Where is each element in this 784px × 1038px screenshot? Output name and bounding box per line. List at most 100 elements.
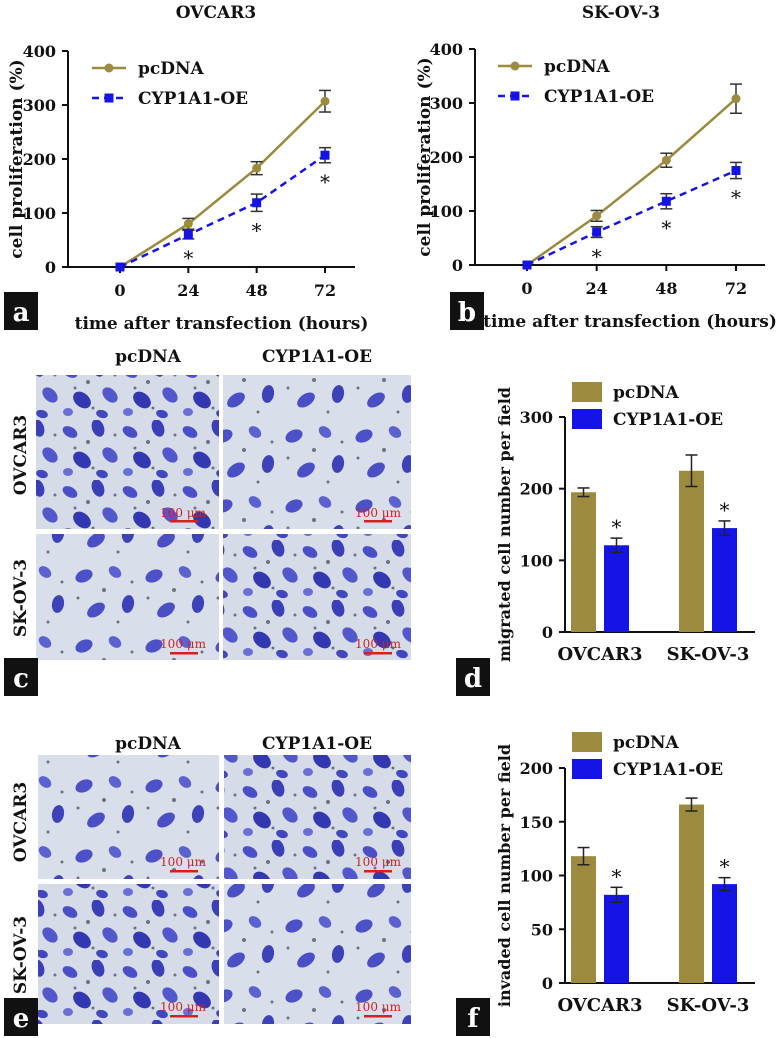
legend-label-cyp1a1-oe: CYP1A1-OE bbox=[613, 760, 723, 780]
y-axis-label: migrated cell number per field bbox=[495, 387, 514, 662]
scale-bar bbox=[170, 652, 198, 655]
row-label-skov3: SK-OV-3 bbox=[11, 559, 31, 637]
series-line-cyp1a1-oe bbox=[526, 169, 737, 267]
micrograph-panel-c: pcDNA CYP1A1-OE OVCAR3 SK-OV-3 100 μm 10… bbox=[4, 347, 411, 696]
significance-marker: * bbox=[731, 186, 741, 210]
panel-label-box bbox=[4, 292, 38, 330]
significance-marker: * bbox=[661, 216, 671, 240]
y-tick-label: 200 bbox=[520, 759, 553, 778]
col-label-pcdna: pcDNA bbox=[115, 734, 182, 754]
legend-swatch-cyp1a1-oe bbox=[572, 409, 602, 429]
col-label-cyp1a1-oe: CYP1A1-OE bbox=[262, 734, 372, 754]
legend-label-pcdna: pcDNA bbox=[613, 383, 680, 403]
bar-cyp1a1-oe bbox=[712, 528, 737, 632]
y-tick-label: 300 bbox=[430, 94, 463, 113]
bar-pcdna bbox=[679, 470, 704, 632]
scale-bar bbox=[364, 652, 392, 655]
scale-bar bbox=[170, 1015, 198, 1018]
chart-title: SK-OV-3 bbox=[582, 3, 660, 23]
micrograph-skov3-oe bbox=[224, 884, 411, 1024]
y-tick-label: 200 bbox=[430, 148, 463, 167]
bar-pcdna bbox=[571, 492, 596, 632]
significance-marker: * bbox=[720, 498, 730, 522]
series-line-pcdna bbox=[526, 97, 737, 267]
panel-label: d bbox=[464, 664, 482, 694]
data-point-pcdna bbox=[183, 219, 193, 229]
scale-bar bbox=[364, 1015, 392, 1018]
chart-d-migration: 0 100 200 300 migrated cell number per field… bbox=[456, 382, 755, 696]
y-tick-label: 0 bbox=[452, 256, 463, 275]
category-label: OVCAR3 bbox=[557, 644, 642, 665]
legend-label-cyp1a1-oe: CYP1A1-OE bbox=[613, 410, 723, 430]
data-point-cyp1a1-oe bbox=[522, 260, 532, 270]
chart-b-proliferation-skov3: SK-OV-3 0 100 200 300 400 0 24 48 72 time after tr… bbox=[415, 3, 777, 332]
significance-marker: * bbox=[612, 864, 622, 888]
micrograph-skov3-pcdna bbox=[38, 884, 219, 1024]
y-tick-label: 400 bbox=[430, 40, 463, 59]
x-tick-label: 24 bbox=[177, 281, 199, 300]
data-point-pcdna bbox=[731, 94, 741, 104]
scale-bar bbox=[170, 870, 198, 873]
micrograph-ovcar3-pcdna bbox=[36, 375, 219, 529]
series-line-cyp1a1-oe bbox=[119, 154, 326, 269]
legend-marker-cyp1a1-oe bbox=[104, 93, 114, 103]
x-tick-label: 0 bbox=[114, 281, 125, 300]
data-point-cyp1a1-oe bbox=[183, 230, 193, 240]
legend-label-pcdna: pcDNA bbox=[138, 59, 205, 79]
bar-cyp1a1-oe bbox=[712, 884, 737, 983]
micrograph-ovcar3-pcdna bbox=[38, 755, 219, 879]
micrograph-panel-e: pcDNA CYP1A1-OE OVCAR3 SK-OV-3 100 μm 10… bbox=[4, 734, 411, 1036]
col-label-cyp1a1-oe: CYP1A1-OE bbox=[262, 347, 372, 367]
micrograph-ovcar3-oe bbox=[223, 375, 411, 529]
legend-swatch-pcdna bbox=[572, 732, 602, 752]
scale-bar bbox=[364, 520, 392, 523]
micrograph-skov3-pcdna bbox=[36, 534, 219, 660]
scale-bar-label: 100 μm bbox=[355, 637, 402, 651]
panel-label-box bbox=[456, 658, 490, 696]
y-tick-label: 0 bbox=[542, 623, 553, 642]
legend-label-pcdna: pcDNA bbox=[613, 733, 680, 753]
col-label-pcdna: pcDNA bbox=[115, 347, 182, 367]
legend-swatch-pcdna bbox=[572, 382, 602, 402]
panel-label-c-box bbox=[4, 658, 38, 696]
significance-marker: * bbox=[252, 218, 262, 242]
micrograph-ovcar3-oe bbox=[224, 755, 411, 879]
panel-label-c: c bbox=[13, 664, 29, 694]
y-tick-label: 150 bbox=[520, 813, 553, 832]
scale-bar-label: 100 μm bbox=[160, 637, 207, 651]
scale-bar-label: 100 μm bbox=[160, 1000, 207, 1014]
chart-a-proliferation-ovcar3: OVCAR3 0 100 200 300 400 0 24 48 72 time after tra… bbox=[4, 3, 368, 334]
scale-bar-label: 100 μm bbox=[355, 855, 402, 869]
y-tick-label: 0 bbox=[542, 974, 553, 993]
micrograph-skov3-oe bbox=[223, 534, 411, 660]
significance-marker: * bbox=[720, 855, 730, 879]
data-point-cyp1a1-oe bbox=[592, 227, 602, 237]
legend-label-cyp1a1-oe: CYP1A1-OE bbox=[138, 89, 248, 109]
data-point-cyp1a1-oe bbox=[731, 166, 741, 175]
row-label-ovcar3: OVCAR3 bbox=[11, 782, 31, 862]
y-axis-label: cell proliferation (%) bbox=[7, 59, 27, 258]
category-label: OVCAR3 bbox=[557, 995, 642, 1016]
scale-bar bbox=[170, 520, 198, 523]
panel-label: a bbox=[13, 298, 30, 328]
legend-label-pcdna: pcDNA bbox=[544, 57, 611, 77]
category-label: SK-OV-3 bbox=[667, 995, 750, 1016]
legend-swatch-cyp1a1-oe bbox=[572, 759, 602, 779]
panel-label: b bbox=[458, 298, 476, 328]
scale-bar-label: 100 μm bbox=[355, 1000, 402, 1014]
data-point-cyp1a1-oe bbox=[115, 262, 125, 272]
legend-label-cyp1a1-oe: CYP1A1-OE bbox=[544, 87, 654, 107]
x-tick-label: 72 bbox=[314, 281, 336, 300]
row-label-skov3: SK-OV-3 bbox=[11, 916, 31, 994]
category-label: SK-OV-3 bbox=[667, 644, 750, 665]
scale-bar-label: 100 μm bbox=[355, 506, 402, 520]
legend-marker-pcdna bbox=[104, 63, 114, 73]
legend-marker-pcdna bbox=[510, 61, 520, 71]
significance-marker: * bbox=[183, 246, 193, 270]
x-axis-label: time after transfection (hours) bbox=[483, 312, 777, 332]
x-tick-label: 48 bbox=[246, 281, 268, 300]
x-tick-label: 72 bbox=[725, 279, 747, 298]
significance-marker: * bbox=[592, 244, 602, 268]
y-tick-label: 100 bbox=[430, 202, 463, 221]
data-point-pcdna bbox=[661, 155, 671, 165]
